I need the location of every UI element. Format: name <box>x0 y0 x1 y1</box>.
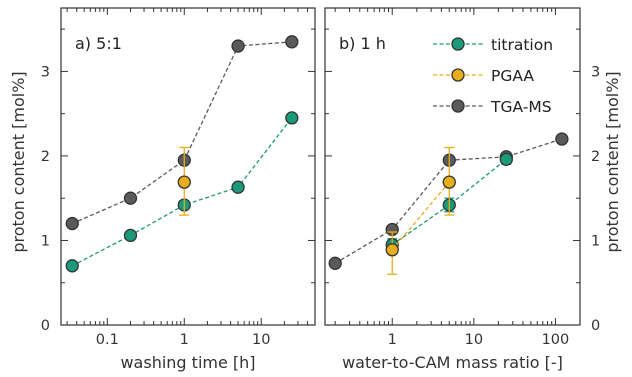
series-line <box>71 41 292 225</box>
data-point <box>385 243 399 257</box>
legend: titration PGAA TGA-MS <box>433 36 553 116</box>
series-line <box>391 158 507 246</box>
data-point <box>328 256 342 270</box>
plot-frame <box>60 7 316 326</box>
data-point <box>231 180 245 194</box>
data-point <box>177 175 191 189</box>
y-tick-label: 2 <box>591 149 600 165</box>
legend-label: PGAA <box>491 67 534 85</box>
panel-label: a) 5:1 <box>75 34 122 53</box>
legend-marker <box>451 99 465 113</box>
y-tick-label: 1 <box>41 233 50 249</box>
x-tick-label: 1 <box>180 332 189 348</box>
legend-item: PGAA <box>433 67 534 85</box>
series-line <box>391 181 450 251</box>
data-point <box>65 259 79 273</box>
data-point <box>65 216 79 231</box>
y-tick-label: 2 <box>41 149 50 165</box>
legend-label: titration <box>491 36 553 54</box>
data-point <box>123 228 138 243</box>
x-tick-label: 1 <box>388 332 397 348</box>
series-pgaa <box>385 146 456 275</box>
y-tick-label: 3 <box>591 64 600 80</box>
series-pgaa <box>177 146 191 216</box>
y-axis-label-left: proton content [mol%] <box>9 71 28 252</box>
legend-item: titration <box>433 36 553 54</box>
data-point <box>499 152 513 166</box>
legend-marker <box>451 37 465 51</box>
data-point <box>285 35 299 49</box>
panel-b: 1 10 100 0 1 2 3 water-to-CAM mass ratio [-] b) … <box>324 7 600 372</box>
y-tick-label: 0 <box>41 318 50 334</box>
data-point <box>231 39 245 53</box>
x-tick-label: 100 <box>542 332 570 348</box>
x-axis-label: washing time [h] <box>120 353 255 372</box>
series-line <box>71 117 293 267</box>
x-tick-label: 10 <box>465 332 483 348</box>
y-tick-label: 0 <box>591 318 600 334</box>
panel-a: 0.1 1 10 0 1 2 3 washing time [h] a) 5:1 <box>41 7 316 372</box>
data-point <box>442 175 456 189</box>
x-tick-label: 10 <box>252 332 270 348</box>
y-tick-label: 1 <box>591 233 600 249</box>
legend-label: TGA-MS <box>490 98 552 116</box>
x-tick-label: 0.1 <box>96 332 119 348</box>
series-titration <box>65 111 299 273</box>
legend-marker <box>451 68 465 82</box>
data-point <box>285 111 299 125</box>
y-axis-label-right: proton content [mol%] <box>603 71 622 252</box>
data-point <box>555 132 569 146</box>
x-axis-label: water-to-CAM mass ratio [-] <box>342 353 563 372</box>
plot-frame <box>324 7 581 326</box>
y-tick-label: 3 <box>41 64 50 80</box>
data-point <box>123 191 138 205</box>
legend-item: TGA-MS <box>433 98 552 116</box>
panel-label: b) 1 h <box>339 34 386 53</box>
